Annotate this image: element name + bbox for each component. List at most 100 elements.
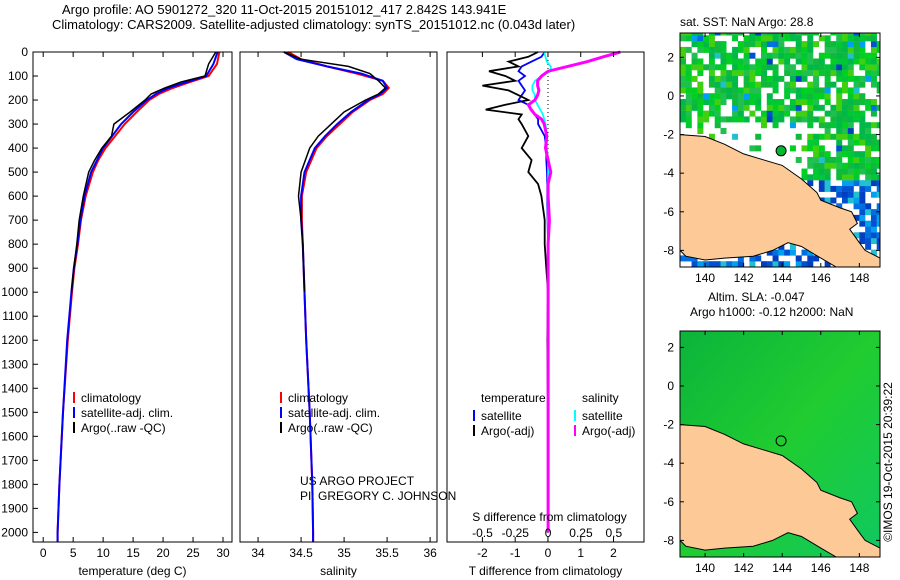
sst-cell [743, 52, 750, 59]
sst-cell [865, 162, 872, 169]
sst-cell [720, 75, 727, 82]
sst-cell [836, 110, 843, 117]
sst-cell [818, 156, 825, 163]
sst-cell [761, 58, 768, 65]
x2-axis-label: S difference from climatology [472, 510, 627, 524]
sst-cell [870, 64, 877, 71]
sst-cell [778, 46, 785, 53]
sst-cell [749, 70, 756, 77]
sst-cell [865, 127, 872, 134]
argo-float-marker [775, 145, 787, 157]
sst-cell [708, 104, 715, 111]
y-tick-label: 100 [8, 69, 28, 83]
lat-tick-label: 2 [667, 340, 674, 354]
sst-cell [720, 99, 727, 106]
sst-cell [870, 168, 877, 175]
sst-cell [795, 156, 802, 163]
sst-cell [865, 139, 872, 146]
sst-cell [859, 110, 866, 117]
sst-cell [807, 156, 814, 163]
sst-cell [761, 261, 768, 267]
sst-cell [726, 75, 733, 82]
sst-cell [824, 151, 831, 158]
sst-cell [772, 35, 779, 42]
sst-cell [766, 58, 773, 65]
sst-cell [755, 99, 762, 106]
sst-cell [766, 249, 773, 256]
sst-cell [830, 58, 837, 65]
sst-cell [865, 99, 872, 106]
sst-cell [853, 41, 860, 48]
sst-cell [778, 116, 785, 123]
sst-cell [836, 162, 843, 169]
sst-cell [865, 104, 872, 111]
sst-cell [680, 110, 686, 117]
sst-cell [859, 35, 866, 42]
y-tick-label: 700 [8, 213, 28, 227]
sst-cell [743, 87, 750, 94]
sst-cell [680, 104, 686, 111]
x2-tick-label: 0.25 [569, 526, 593, 540]
sst-cell [737, 58, 744, 65]
sst-cell [865, 220, 872, 227]
sst-cell [847, 197, 854, 204]
sst-cell [842, 162, 849, 169]
sst-cell [714, 93, 721, 100]
sst-cell [726, 261, 733, 267]
sst-cell [743, 41, 750, 48]
lon-tick-label: 140 [695, 561, 715, 575]
sst-cell [865, 226, 872, 233]
sst-cell [743, 70, 750, 77]
sst-cell [784, 58, 791, 65]
sst-cell [865, 243, 872, 250]
sst-cell [847, 168, 854, 175]
sst-cell [859, 75, 866, 82]
sst-cell [801, 70, 808, 77]
sst-cell [737, 99, 744, 106]
sst-cell [818, 180, 825, 187]
sst-cell [680, 75, 686, 82]
sst-cell [842, 58, 849, 65]
sst-cell [836, 52, 843, 59]
sst-cell [859, 151, 866, 158]
sst-cell [789, 70, 796, 77]
sst-cell [813, 75, 820, 82]
sst-cell [708, 70, 715, 77]
sst-cell [876, 139, 880, 146]
sst-cell [680, 64, 686, 71]
sst-cell [813, 87, 820, 94]
sst-cell [697, 33, 704, 36]
sst-cell [836, 133, 843, 140]
sst-cell [761, 122, 768, 129]
y-tick-label: 900 [8, 261, 28, 275]
sst-cell [784, 104, 791, 111]
sst-cell [755, 58, 762, 65]
sst-cell [824, 122, 831, 129]
series-climatology [56, 51, 221, 542]
sst-cell [870, 75, 877, 82]
legend-swatch [473, 425, 475, 436]
sst-cell [807, 145, 814, 152]
sst-cell [859, 116, 866, 123]
pi-label: PI: GREGORY C. JOHNSON [300, 489, 457, 503]
sst-cell [842, 122, 849, 129]
sst-cell [801, 52, 808, 59]
sst-cell [847, 104, 854, 111]
sst-cell [801, 46, 808, 53]
sst-cell [847, 162, 854, 169]
sst-cell [853, 75, 860, 82]
sst-cell [842, 81, 849, 88]
sst-cell [720, 93, 727, 100]
lon-tick-label: 148 [849, 561, 869, 575]
legend-swatch [574, 410, 576, 421]
sst-cell [842, 127, 849, 134]
y-tick-label: 300 [8, 117, 28, 131]
sst-cell [807, 122, 814, 129]
sst-cell [685, 255, 692, 262]
sst-cell [807, 261, 814, 267]
sst-cell [685, 35, 692, 42]
sst-cell [824, 197, 831, 204]
sst-cell [685, 104, 692, 111]
sst-cell [847, 52, 854, 59]
sst-cell [784, 52, 791, 59]
